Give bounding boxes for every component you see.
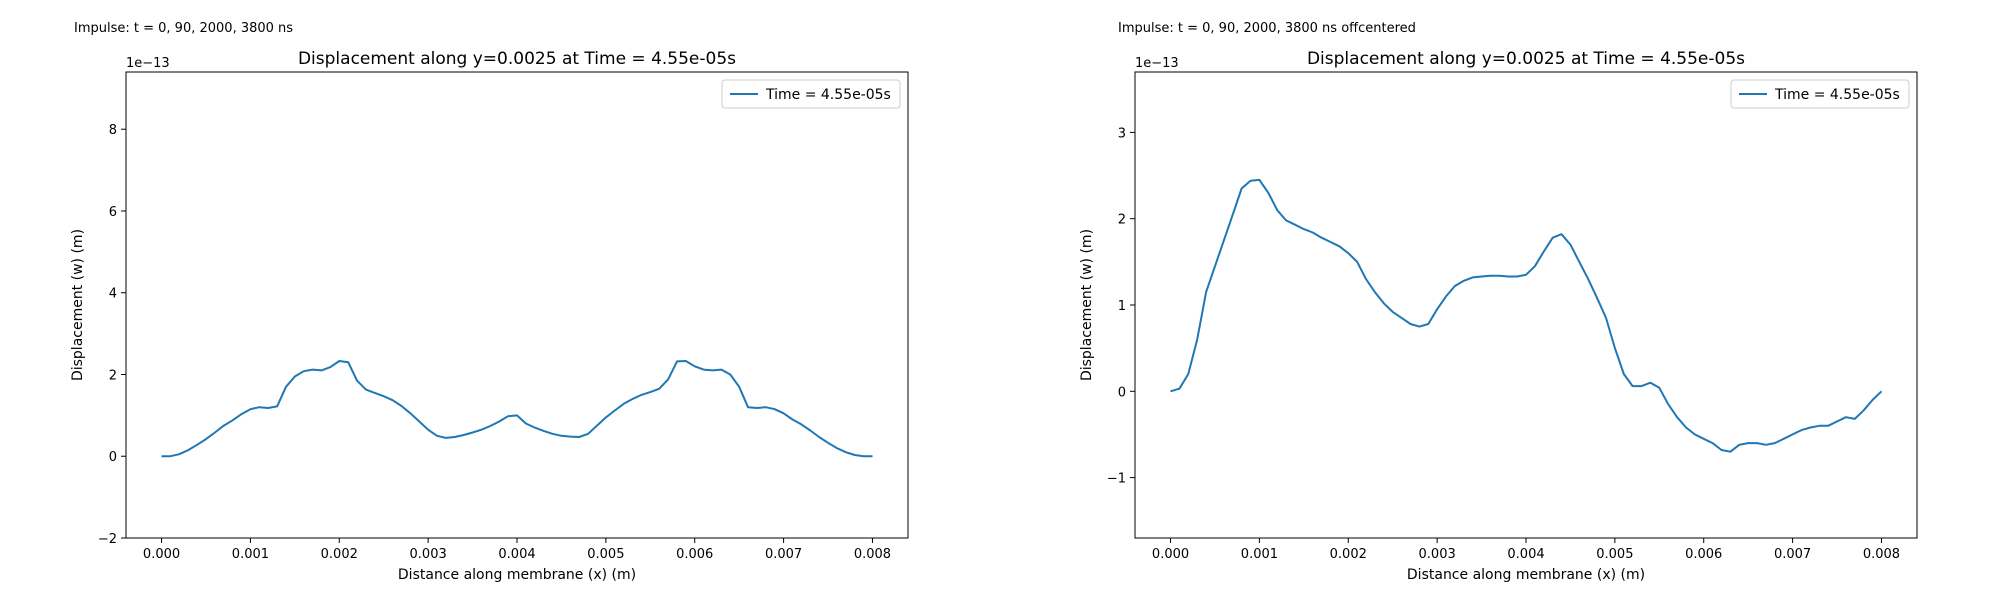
y-tick-label: 1 <box>1118 299 1126 314</box>
y-tick-label: 0 <box>1118 385 1126 400</box>
y-tick-label: −2 <box>98 532 117 547</box>
x-axis-label: Distance along membrane (x) (m) <box>398 567 636 583</box>
y-offset-label: 1e−13 <box>1135 56 1179 71</box>
chart-title: Displacement along y=0.0025 at Time = 4.… <box>298 49 736 69</box>
y-tick-label: 6 <box>109 205 117 220</box>
y-tick-label: 2 <box>109 368 117 383</box>
x-tick-label: 0.004 <box>498 547 535 562</box>
series-line <box>1170 178 1883 453</box>
x-tick-label: 0.006 <box>676 547 713 562</box>
x-tick-label: 0.008 <box>854 547 891 562</box>
panel-note-left: Impulse: t = 0, 90, 2000, 3800 ns <box>74 21 294 36</box>
y-tick-label: 2 <box>1118 213 1126 228</box>
y-tick-label: 3 <box>1118 126 1126 141</box>
x-tick-label: 0.006 <box>1685 547 1722 562</box>
y-offset-label: 1e−13 <box>126 56 170 71</box>
x-tick-label: 0.003 <box>410 547 447 562</box>
y-tick-label: 4 <box>109 287 117 302</box>
y-tick-label: 8 <box>109 123 117 138</box>
x-tick-label: 0.005 <box>587 547 624 562</box>
series-line <box>161 360 873 458</box>
legend-label: Time = 4.55e-05s <box>1774 87 1900 103</box>
x-tick-label: 0.007 <box>1774 547 1811 562</box>
plot-frame <box>1134 71 1918 539</box>
y-tick-label: 0 <box>109 450 117 465</box>
x-tick-label: 0.001 <box>232 547 269 562</box>
x-tick-label: 0.002 <box>1330 547 1367 562</box>
legend-box <box>721 79 901 109</box>
y-axis-label: Displacement (w) (m) <box>70 229 86 381</box>
x-tick-label: 0.000 <box>143 547 180 562</box>
x-tick-label: 0.000 <box>1152 547 1189 562</box>
x-tick-label: 0.004 <box>1507 547 1544 562</box>
x-axis-label: Distance along membrane (x) (m) <box>1407 567 1645 583</box>
y-tick-label: −1 <box>1107 472 1126 487</box>
x-tick-label: 0.003 <box>1419 547 1456 562</box>
legend-label: Time = 4.55e-05s <box>765 87 891 103</box>
y-axis-label: Displacement (w) (m) <box>1079 229 1095 381</box>
x-tick-label: 0.005 <box>1596 547 1633 562</box>
plot-frame <box>125 71 909 539</box>
chart-1: Displacement along y=0.0025 at Time = 4.… <box>70 49 909 583</box>
x-tick-label: 0.007 <box>765 547 802 562</box>
panel-note-right: Impulse: t = 0, 90, 2000, 3800 ns offcen… <box>1118 21 1416 36</box>
x-tick-label: 0.008 <box>1863 547 1900 562</box>
legend: Time = 4.55e-05s <box>721 79 901 109</box>
x-tick-label: 0.002 <box>321 547 358 562</box>
x-tick-label: 0.001 <box>1241 547 1278 562</box>
legend-box <box>1730 79 1910 109</box>
chart-title: Displacement along y=0.0025 at Time = 4.… <box>1307 49 1745 69</box>
chart-2: Displacement along y=0.0025 at Time = 4.… <box>1079 49 1918 583</box>
legend: Time = 4.55e-05s <box>1730 79 1910 109</box>
